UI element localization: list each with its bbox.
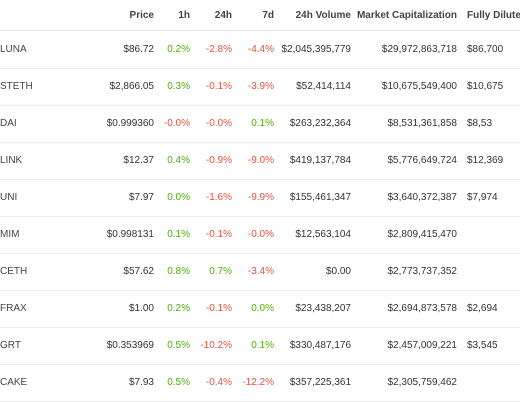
change-24h-cell: -0.9%	[205, 155, 232, 166]
volume-cell: $155,461,347	[289, 192, 351, 203]
change-7d-cell: -4.4%	[247, 44, 274, 55]
change-24h-cell: -0.1%	[205, 81, 232, 92]
coin-symbol[interactable]: LINK	[0, 155, 23, 166]
fdv-cell: $10,675	[467, 81, 504, 92]
change-1h-cell: 0.5%	[167, 340, 190, 351]
volume-cell: $357,225,361	[289, 377, 351, 388]
change-7d-cell: -12.2%	[242, 377, 274, 388]
header-24h-volume[interactable]: 24h Volume	[295, 9, 351, 21]
table-row[interactable]: LUNA $86.72 0.2% -2.8% -4.4% $2,045,395,779 $2…	[0, 31, 520, 69]
coin-symbol[interactable]: UNI	[0, 192, 18, 203]
fdv-cell: $2,694	[467, 303, 498, 314]
fdv-cell	[467, 253, 520, 290]
coin-symbol[interactable]: MIM	[0, 229, 20, 240]
change-7d-cell: 0.1%	[251, 340, 274, 351]
price-cell: $1.00	[128, 303, 154, 314]
table-row[interactable]: GRT $0.353969 0.5% -10.2% 0.1% $330,487,176 $2…	[0, 327, 520, 365]
volume-cell: $12,563,104	[295, 229, 351, 240]
change-7d-cell: -9.9%	[247, 192, 274, 203]
volume-cell: $263,232,364	[289, 118, 351, 129]
change-24h-cell: -2.8%	[205, 44, 232, 55]
volume-cell: $2,045,395,779	[281, 44, 351, 55]
market-cap-cell: $5,776,649,724	[387, 155, 457, 166]
change-7d-cell: -9.0%	[247, 155, 274, 166]
fdv-cell: $3,545	[467, 340, 498, 351]
table-row[interactable]: CETH $57.62 0.8% 0.7% -3.4% $0.00 $2,773,737,3…	[0, 253, 520, 291]
price-cell: $86.72	[123, 44, 154, 55]
change-1h-cell: -0.0%	[163, 118, 190, 129]
change-1h-cell: 0.0%	[167, 192, 190, 203]
market-cap-cell: $29,972,863,718	[381, 44, 457, 55]
change-1h-cell: 0.1%	[167, 229, 190, 240]
volume-cell: $0.00	[325, 266, 351, 277]
coin-symbol[interactable]: CETH	[0, 266, 28, 277]
fdv-cell	[467, 364, 520, 401]
market-cap-cell: $2,457,009,221	[387, 340, 457, 351]
market-cap-cell: $8,531,361,858	[387, 118, 457, 129]
volume-cell: $52,414,114	[296, 81, 351, 92]
change-7d-cell: 0.1%	[251, 118, 274, 129]
price-cell: $7.97	[128, 192, 154, 203]
table-row[interactable]: DAI $0.999360 -0.0% -0.0% 0.1% $263,232,364 $8…	[0, 105, 520, 143]
header-price[interactable]: Price	[129, 9, 154, 21]
market-cap-cell: $2,305,759,462	[387, 377, 457, 388]
market-cap-cell: $3,640,372,387	[387, 192, 457, 203]
table-row[interactable]: CAKE $7.93 0.5% -0.4% -12.2% $357,225,361 $2,3…	[0, 364, 520, 402]
coin-symbol[interactable]: CAKE	[0, 377, 28, 388]
change-1h-cell: 0.5%	[167, 377, 190, 388]
change-24h-cell: -1.6%	[205, 192, 232, 203]
change-24h-cell: 0.7%	[209, 266, 232, 277]
change-7d-cell: -3.4%	[247, 266, 274, 277]
change-7d-cell: -0.0%	[247, 229, 274, 240]
price-cell: $0.998131	[106, 229, 154, 240]
header-market-cap[interactable]: Market Capitalization	[356, 9, 457, 21]
market-cap-cell: $2,694,873,578	[387, 303, 457, 314]
fdv-cell: $8,53	[467, 118, 493, 129]
market-cap-cell: $2,773,737,352	[387, 266, 457, 277]
change-24h-cell: -10.2%	[200, 340, 232, 351]
price-cell: $12.37	[123, 155, 154, 166]
price-cell: $2,866.05	[109, 81, 155, 92]
price-cell: $57.62	[123, 266, 154, 277]
coin-symbol[interactable]: GRT	[0, 340, 21, 351]
change-24h-cell: -0.1%	[205, 303, 232, 314]
change-24h-cell: -0.4%	[205, 377, 232, 388]
header-7d[interactable]: 7d	[262, 9, 274, 21]
price-cell: $0.999360	[106, 118, 154, 129]
coin-symbol[interactable]: DAI	[0, 118, 17, 129]
header-fully-diluted-valuation[interactable]: Fully Diluted V	[467, 9, 520, 21]
coin-symbol[interactable]: FRAX	[0, 303, 27, 314]
table-row[interactable]: UNI $7.97 0.0% -1.6% -9.9% $155,461,347 $3,640…	[0, 179, 520, 217]
volume-cell: $330,487,176	[289, 340, 351, 351]
market-cap-cell: $2,809,415,470	[387, 229, 457, 240]
table-row[interactable]: LINK $12.37 0.4% -0.9% -9.0% $419,137,784 $5,7…	[0, 142, 520, 180]
market-cap-cell: $10,675,549,400	[381, 81, 457, 92]
fdv-cell: $12,369	[467, 155, 504, 166]
coin-symbol[interactable]: STETH	[0, 81, 33, 92]
change-7d-cell: 0.0%	[251, 303, 274, 314]
volume-cell: $419,137,784	[289, 155, 351, 166]
change-1h-cell: 0.8%	[167, 266, 190, 277]
change-24h-cell: -0.0%	[205, 118, 232, 129]
header-24h[interactable]: 24h	[214, 9, 232, 21]
fdv-cell: $86,700	[467, 44, 504, 55]
table-row[interactable]: STETH $2,866.05 0.3% -0.1% -3.9% $52,414,114 $…	[0, 68, 520, 106]
price-cell: $7.93	[128, 377, 154, 388]
table-header-row: Price 1h 24h 7d 24h Volume Market Capita…	[0, 0, 520, 31]
table-row[interactable]: MIM $0.998131 0.1% -0.1% -0.0% $12,563,104 $2,…	[0, 216, 520, 254]
coin-symbol[interactable]: LUNA	[0, 44, 27, 55]
price-cell: $0.353969	[106, 340, 154, 351]
fdv-cell	[467, 216, 520, 253]
change-1h-cell: 0.2%	[167, 303, 190, 314]
change-7d-cell: -3.9%	[247, 81, 274, 92]
header-1h[interactable]: 1h	[178, 9, 190, 21]
volume-cell: $23,438,207	[295, 303, 351, 314]
table-row[interactable]: FRAX $1.00 0.2% -0.1% 0.0% $23,438,207 $2,694,…	[0, 290, 520, 328]
fdv-cell: $7,974	[467, 192, 498, 203]
change-24h-cell: -0.1%	[205, 229, 232, 240]
change-1h-cell: 0.2%	[167, 44, 190, 55]
change-1h-cell: 0.4%	[167, 155, 190, 166]
change-1h-cell: 0.3%	[167, 81, 190, 92]
